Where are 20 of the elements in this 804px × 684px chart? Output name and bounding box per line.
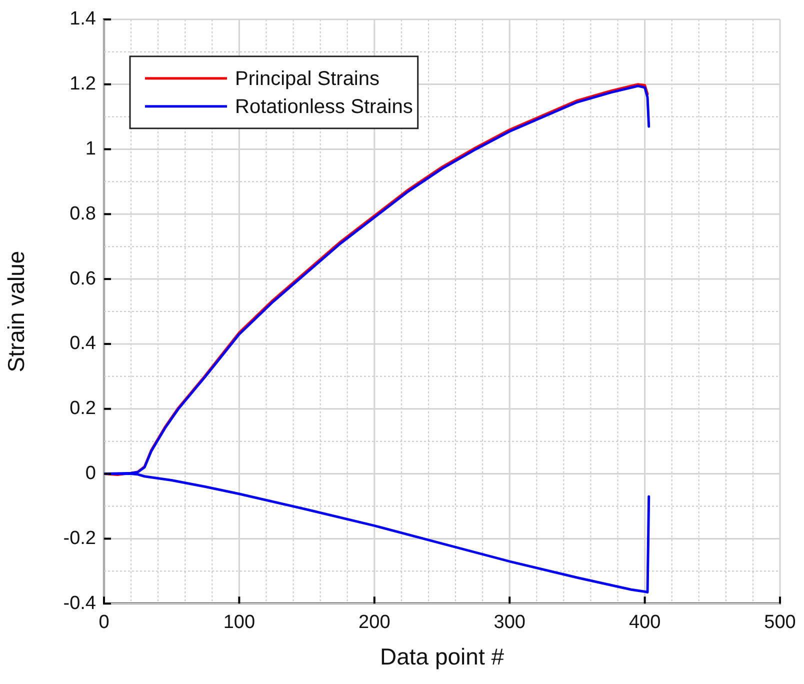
y-tick-label: -0.4 — [63, 592, 96, 614]
y-tick-label: 0.4 — [70, 333, 96, 354]
x-tick-label: 100 — [223, 612, 256, 634]
x-tick-label: 300 — [494, 612, 526, 634]
x-axis-title: Data point # — [380, 644, 504, 670]
y-tick-label: 1.2 — [70, 74, 96, 95]
y-tick-label: 0.8 — [70, 203, 96, 224]
legend-label: Rotationless Strains — [235, 96, 413, 118]
y-tick-label: 0.6 — [70, 268, 96, 290]
y-axis-title: Strain value — [3, 250, 30, 372]
x-tick-label: 400 — [628, 612, 661, 634]
legend-label: Principal Strains — [235, 68, 380, 90]
y-tick-label: 1 — [85, 138, 96, 160]
x-tick-label: 0 — [98, 612, 110, 634]
x-tick-label: 500 — [764, 612, 796, 634]
y-tick-label: -0.2 — [63, 528, 96, 549]
y-tick-label: 1.4 — [70, 8, 96, 30]
y-tick-label: 0.2 — [70, 398, 96, 420]
x-tick-label: 200 — [358, 612, 390, 634]
y-tick-label: 0 — [85, 463, 96, 484]
